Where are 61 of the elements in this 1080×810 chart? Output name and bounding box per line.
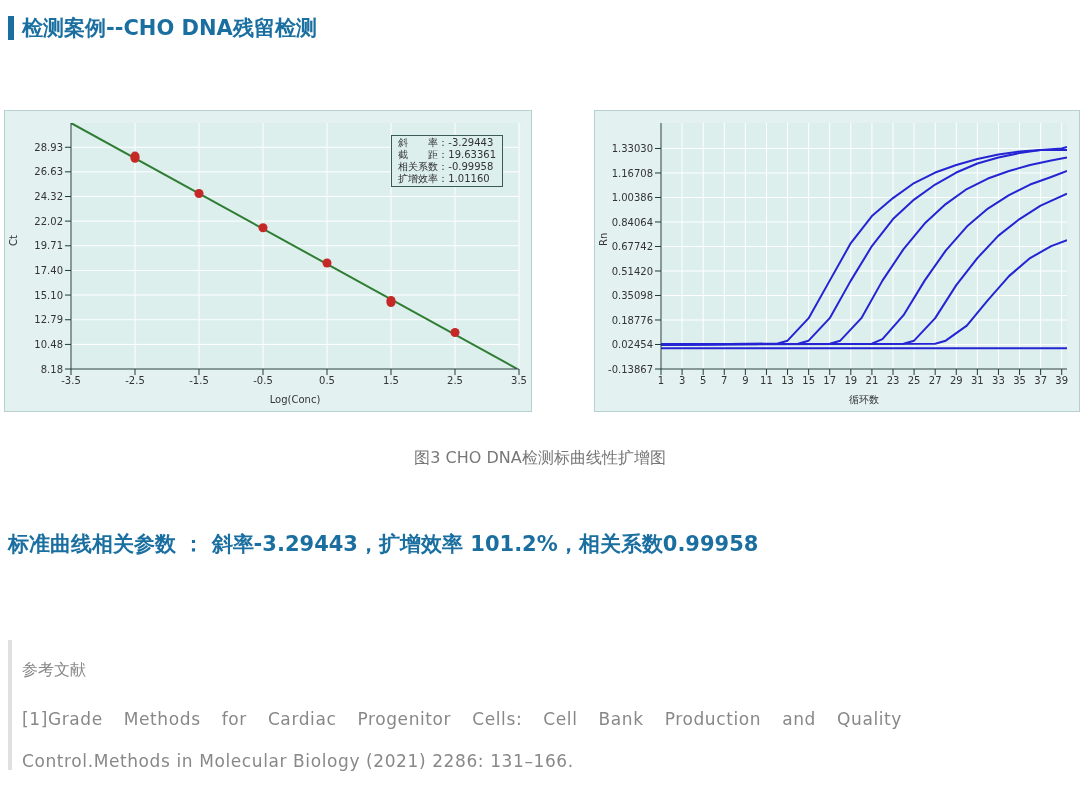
x-tick-label: 2.5 xyxy=(447,375,463,387)
y-tick-label: 10.48 xyxy=(34,338,63,350)
x-tick-label: 23 xyxy=(886,375,900,387)
text: 参考文献 xyxy=(22,660,86,681)
x-tick-label: 17 xyxy=(823,375,837,387)
x-axis-title: Log(Conc) xyxy=(269,394,321,405)
x-axis-title: 循环数 xyxy=(849,394,879,405)
y-tick-label: 0.84064 xyxy=(611,216,653,228)
y-tick-label: 28.93 xyxy=(34,141,63,153)
x-tick-label: 31 xyxy=(971,375,984,387)
y-tick-label: 8.18 xyxy=(40,363,63,375)
y-tick-label: 0.51420 xyxy=(611,265,653,277)
x-tick-label: 11 xyxy=(760,375,773,387)
y-tick-label: 0.35098 xyxy=(611,290,653,302)
annotation: 斜 率：-3.29443 xyxy=(398,137,495,149)
x-tick-label: -1.5 xyxy=(189,375,209,387)
annotation: 截 距：19.63361 xyxy=(398,149,496,161)
x-tick-label: 27 xyxy=(928,375,942,387)
x-tick-label: 37 xyxy=(1034,375,1047,387)
x-tick-label: -0.5 xyxy=(253,375,273,387)
y-tick-label: 15.10 xyxy=(34,289,63,301)
y-tick-label: 19.71 xyxy=(34,240,63,252)
y-tick-label: -0.13867 xyxy=(608,363,653,375)
annotation: 相关系数：-0.99958 xyxy=(398,161,495,173)
x-tick-label: 1.5 xyxy=(383,375,399,387)
y-tick-label: 0.67742 xyxy=(611,241,653,253)
y-axis-title: Ct xyxy=(7,235,19,246)
x-tick-label: -3.5 xyxy=(61,375,81,387)
chart-title: 检测案例--CHO DNA残留检测 xyxy=(22,15,317,42)
y-tick-label: 22.02 xyxy=(34,215,63,227)
y-tick-label: 17.40 xyxy=(34,265,63,277)
text: 标准曲线相关参数 ： 斜率-3.29443，扩增效率 101.2%，相关系数0.99958 xyxy=(8,531,759,558)
annotation: 扩增效率：1.01160 xyxy=(398,173,491,185)
y-tick-label: 1.00386 xyxy=(611,192,653,204)
y-tick-label: 0.18776 xyxy=(611,314,653,326)
y-tick-label: 1.33030 xyxy=(611,143,653,155)
x-tick-label: 3 xyxy=(678,375,686,387)
y-tick-label: 26.63 xyxy=(34,166,63,178)
x-tick-label: 7 xyxy=(721,375,728,387)
x-tick-label: 19 xyxy=(844,375,858,387)
text: [1]Grade Methods for Cardiac Progenitor Cells: Cell Bank Production and Quality Control.Methods in Molecular Biology (2021) 2286: 131–166. xyxy=(22,709,902,771)
y-tick-label: 0.02454 xyxy=(611,339,653,351)
x-tick-label: 35 xyxy=(1013,375,1026,387)
x-tick-label: -2.5 xyxy=(125,375,145,387)
x-tick-label: 25 xyxy=(907,375,921,387)
x-tick-label: 21 xyxy=(865,375,879,387)
caption: 图3 CHO DNA检测标曲线性扩增图 xyxy=(413,448,667,469)
x-tick-label: 0.5 xyxy=(319,375,335,387)
x-tick-label: 9 xyxy=(742,375,749,387)
x-tick-label: 39 xyxy=(1055,375,1069,387)
x-tick-label: 33 xyxy=(992,375,1005,387)
x-tick-label: 13 xyxy=(781,375,794,387)
y-tick-label: 1.16708 xyxy=(611,167,653,179)
y-tick-label: 24.32 xyxy=(34,191,63,203)
x-tick-label: 29 xyxy=(949,375,963,387)
x-tick-label: 3.5 xyxy=(511,375,527,387)
y-axis-title: Rn xyxy=(597,232,609,246)
x-tick-label: 1 xyxy=(657,375,665,387)
y-tick-label: 12.79 xyxy=(34,314,63,326)
x-tick-label: 5 xyxy=(699,375,707,387)
x-tick-label: 15 xyxy=(802,375,815,387)
